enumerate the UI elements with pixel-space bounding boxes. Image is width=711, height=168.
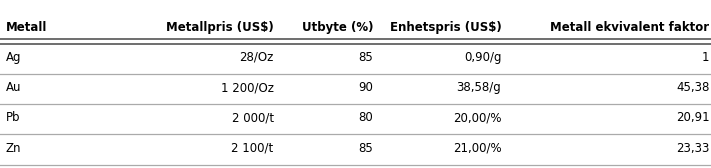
Text: Metall: Metall [6, 20, 47, 34]
Text: 20,00/%: 20,00/% [453, 111, 501, 124]
Text: 85: 85 [358, 51, 373, 64]
Text: 45,38: 45,38 [676, 81, 710, 94]
Text: 85: 85 [358, 141, 373, 155]
Text: Pb: Pb [6, 111, 20, 124]
Text: 23,33: 23,33 [676, 141, 710, 155]
Text: 38,58/g: 38,58/g [456, 81, 501, 94]
Text: Au: Au [6, 81, 21, 94]
Text: 2 000/t: 2 000/t [232, 111, 274, 124]
Text: 28/Oz: 28/Oz [240, 51, 274, 64]
Text: 0,90/g: 0,90/g [464, 51, 501, 64]
Text: 90: 90 [358, 81, 373, 94]
Text: 80: 80 [358, 111, 373, 124]
Text: 20,91: 20,91 [676, 111, 710, 124]
Text: Metall ekvivalent faktor: Metall ekvivalent faktor [550, 20, 710, 34]
Text: 21,00/%: 21,00/% [453, 141, 501, 155]
Text: Metallpris (US$): Metallpris (US$) [166, 20, 274, 34]
Text: Utbyte (%): Utbyte (%) [301, 20, 373, 34]
Text: 1: 1 [702, 51, 710, 64]
Text: Ag: Ag [6, 51, 21, 64]
Text: 2 100/t: 2 100/t [232, 141, 274, 155]
Text: 1 200/Oz: 1 200/Oz [220, 81, 274, 94]
Text: Enhetspris (US$): Enhetspris (US$) [390, 20, 501, 34]
Text: Zn: Zn [6, 141, 21, 155]
